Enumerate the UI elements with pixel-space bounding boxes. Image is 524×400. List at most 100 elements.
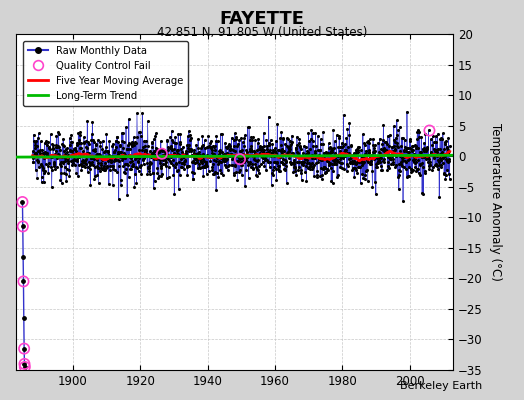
Point <box>66 148 74 154</box>
Point <box>145 163 153 169</box>
Point <box>157 163 166 170</box>
Point <box>234 140 242 147</box>
Point <box>285 146 293 152</box>
Point <box>379 137 387 143</box>
Point <box>318 152 326 159</box>
Point <box>231 148 239 154</box>
Point <box>176 141 184 148</box>
Point <box>279 136 288 142</box>
Point <box>318 176 326 182</box>
Point <box>30 138 38 144</box>
Point <box>189 158 197 164</box>
Point <box>32 150 40 156</box>
Point <box>434 159 443 166</box>
Point <box>170 140 179 146</box>
Point <box>30 152 38 158</box>
Point <box>348 160 357 166</box>
Point <box>401 165 410 172</box>
Point <box>88 158 96 165</box>
Point <box>111 156 119 162</box>
Point <box>380 145 388 151</box>
Point <box>388 148 397 154</box>
Point <box>93 172 102 178</box>
Point <box>81 156 90 162</box>
Point <box>418 160 426 167</box>
Point <box>144 142 152 149</box>
Point <box>266 146 275 153</box>
Point <box>257 160 265 167</box>
Point <box>210 144 219 151</box>
Point <box>367 161 376 167</box>
Point <box>71 156 80 163</box>
Point <box>183 133 192 139</box>
Point <box>366 161 375 167</box>
Point <box>37 138 45 145</box>
Point <box>357 147 365 154</box>
Point <box>443 144 452 150</box>
Point <box>136 164 144 170</box>
Point <box>120 139 128 145</box>
Point <box>333 158 342 164</box>
Point <box>40 170 49 176</box>
Point <box>397 161 406 167</box>
Point <box>374 160 383 166</box>
Point <box>301 156 310 162</box>
Point <box>277 148 286 155</box>
Point <box>416 162 424 168</box>
Point <box>154 147 162 153</box>
Point <box>272 150 280 156</box>
Point <box>150 156 159 162</box>
Point <box>429 164 437 170</box>
Point <box>216 146 224 153</box>
Point <box>329 157 337 163</box>
Point <box>152 156 160 162</box>
Point <box>48 184 56 191</box>
Point <box>196 158 205 164</box>
Point <box>272 177 281 184</box>
Point <box>286 138 294 144</box>
Point <box>346 158 354 165</box>
Point <box>178 160 186 166</box>
Point <box>157 146 166 152</box>
Point <box>376 159 384 165</box>
Point <box>397 158 405 165</box>
Point <box>163 147 172 154</box>
Point <box>351 165 359 172</box>
Point <box>301 144 310 150</box>
Point <box>260 143 268 149</box>
Point <box>49 145 57 152</box>
Point <box>215 148 224 154</box>
Point <box>325 160 333 166</box>
Point <box>444 171 453 178</box>
Point <box>46 146 54 152</box>
Point <box>226 147 235 154</box>
Point <box>103 156 112 162</box>
Point <box>218 130 226 137</box>
Point <box>428 152 436 158</box>
Point <box>183 163 192 169</box>
Point <box>258 152 267 158</box>
Point <box>409 157 417 163</box>
Point <box>125 152 133 158</box>
Point <box>337 153 345 160</box>
Point <box>386 152 395 158</box>
Point <box>34 148 42 154</box>
Point <box>150 178 159 184</box>
Point <box>322 169 331 175</box>
Point <box>18 199 27 205</box>
Point <box>347 155 356 161</box>
Point <box>378 157 387 164</box>
Point <box>212 155 221 161</box>
Point <box>359 158 368 165</box>
Point <box>432 139 441 145</box>
Point <box>69 151 77 157</box>
Point <box>143 160 151 166</box>
Point <box>410 156 419 162</box>
Point <box>221 158 230 164</box>
Point <box>358 159 367 165</box>
Point <box>393 142 401 149</box>
Point <box>392 132 401 138</box>
Point <box>155 148 163 155</box>
Point <box>411 164 419 171</box>
Point <box>182 152 190 158</box>
